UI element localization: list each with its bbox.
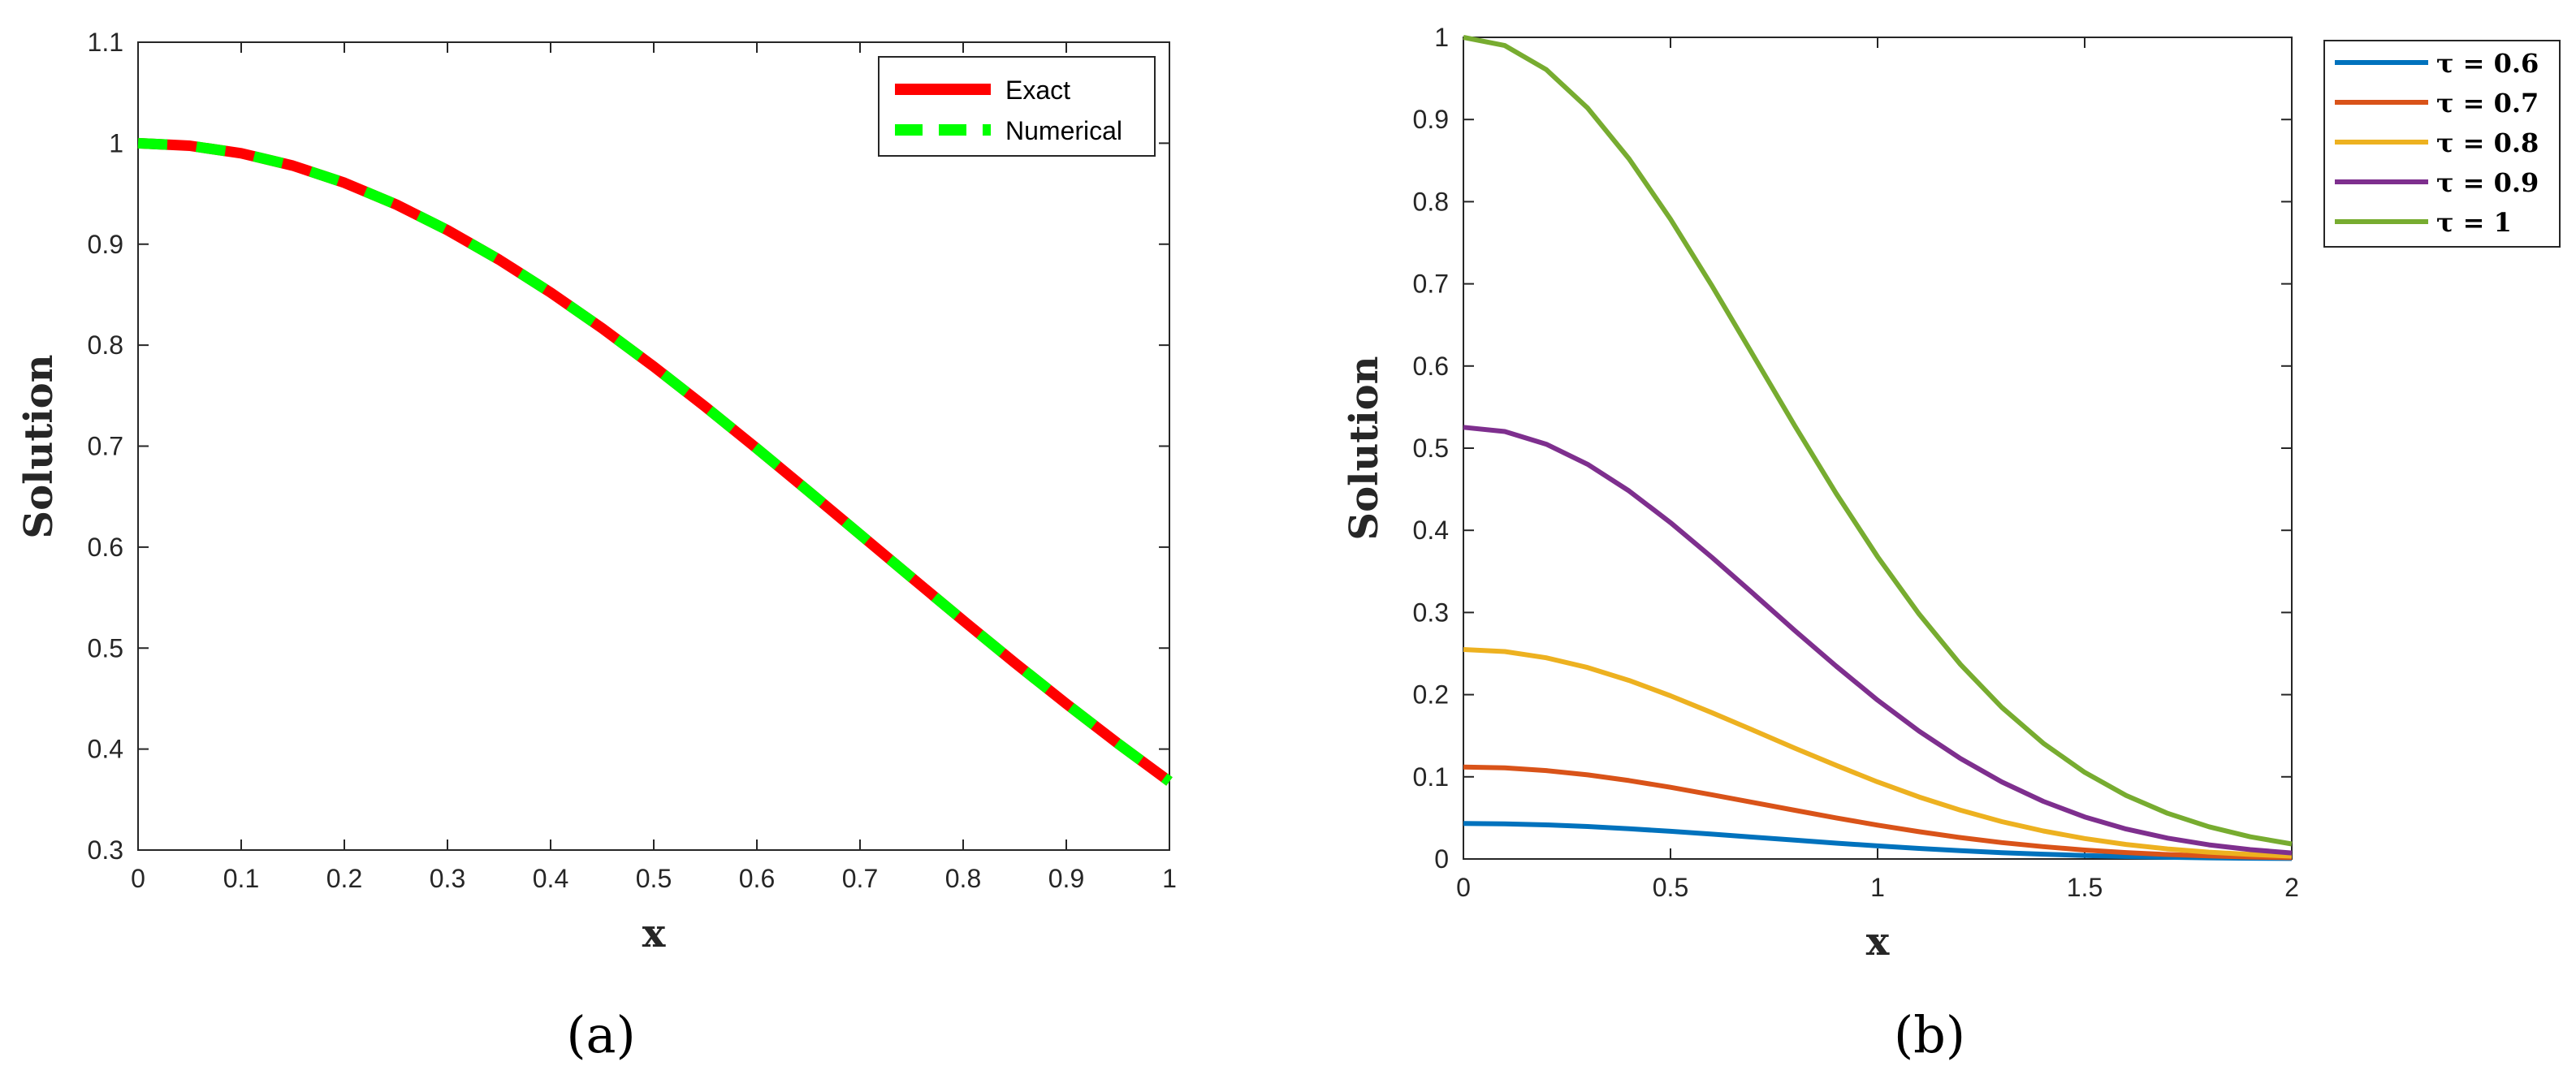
panel-b-caption: (b) bbox=[1894, 1005, 1965, 1064]
series-line-0-7 bbox=[1463, 764, 2293, 861]
panel-a-x-axis-label: x bbox=[642, 911, 666, 956]
panel-b-x-tick-label: 1.5 bbox=[2067, 873, 2103, 902]
panel-b: 0 0.5 1 1.5 2 00.10.20.30.40.50.60.70.80.91 … bbox=[1342, 23, 2561, 1064]
panel-a-legend-box bbox=[878, 56, 1156, 157]
panel-a-y-tick-label: 0.4 bbox=[88, 735, 123, 764]
panel-b-y-tick-label: 0.7 bbox=[1413, 270, 1449, 299]
panel-a-caption: (a) bbox=[566, 1005, 635, 1064]
panel-b-y-tick-label: 0.6 bbox=[1413, 352, 1449, 381]
panel-a-x-tick-label: 0.6 bbox=[739, 864, 775, 893]
panel-b-y-tick-label: 0.3 bbox=[1413, 598, 1449, 627]
panel-b-x-tick-label: 0 bbox=[1456, 873, 1471, 902]
panel-a-x-tick-label: 0.7 bbox=[842, 864, 878, 893]
panel-a-x-ticks: 0 0.1 0.2 0.3 0.4 0.5 0.6 0.7 0.8 0.9 1 bbox=[131, 42, 1177, 893]
panel-a-y-tick-label: 0.3 bbox=[88, 835, 123, 865]
legend-label-tau-0-9: τ = 0.9 bbox=[2436, 167, 2539, 198]
panel-b-y-axis-label: Solution bbox=[1342, 356, 1387, 540]
panel-a-y-tick-label: 0.5 bbox=[88, 633, 123, 663]
panel-b-x-tick-label: 1 bbox=[1870, 873, 1885, 902]
panel-a-y-tick-label: 0.8 bbox=[88, 330, 123, 360]
panel-a-x-tick-label: 0.5 bbox=[636, 864, 672, 893]
panel-b-y-tick-label: 0.2 bbox=[1413, 680, 1449, 710]
panel-a-y-tick-label: 1 bbox=[109, 128, 123, 158]
legend-label-tau-0-8: τ = 0.8 bbox=[2436, 127, 2539, 158]
legend-label-tau-0-7: τ = 0.7 bbox=[2436, 88, 2539, 119]
panel-a-y-ticks: 0.3 0.4 0.5 0.6 0.7 0.8 0.9 1 1.1 bbox=[88, 28, 1169, 865]
panel-b-x-tick-label: 0.5 bbox=[1653, 873, 1688, 902]
panel-a-legend: Exact Numerical bbox=[878, 56, 1156, 157]
panel-b-y-tick-label: 0.8 bbox=[1413, 187, 1449, 216]
series-line-0-8 bbox=[1463, 647, 2293, 859]
panel-b-series-lines bbox=[1463, 35, 2293, 861]
panel-a-y-tick-label: 1.1 bbox=[88, 28, 123, 57]
panel-a-y-tick-label: 0.9 bbox=[88, 230, 123, 259]
panel-b-legend: τ = 0.6 τ = 0.7 τ = 0.8 τ = 0.9 τ = 1 bbox=[2323, 40, 2561, 248]
panel-a-x-tick-label: 1 bbox=[1162, 864, 1177, 893]
series-line-numerical bbox=[137, 137, 1173, 786]
legend-label-tau-1: τ = 1 bbox=[2436, 207, 2512, 238]
panel-a: 0 0.1 0.2 0.3 0.4 0.5 0.6 0.7 0.8 0.9 1 0.30.40.50… bbox=[16, 28, 1177, 1064]
panel-a-x-tick-label: 0.4 bbox=[533, 864, 568, 893]
panel-a-x-tick-label: 0.3 bbox=[430, 864, 465, 893]
panel-a-x-tick-label: 0 bbox=[131, 864, 145, 893]
panel-b-plot-area bbox=[1463, 37, 2293, 860]
panel-b-y-tick-label: 0.1 bbox=[1413, 762, 1449, 792]
panel-b-x-ticks: 0 0.5 1 1.5 2 bbox=[1456, 37, 2299, 902]
panel-a-x-tick-label: 0.2 bbox=[326, 864, 362, 893]
panel-a-y-tick-label: 0.6 bbox=[88, 533, 123, 562]
series-line-0-9 bbox=[1463, 425, 2293, 856]
legend-label-tau-0-6: τ = 0.6 bbox=[2436, 48, 2539, 79]
panel-a-y-tick-label: 0.7 bbox=[88, 432, 123, 461]
panel-b-y-tick-label: 1 bbox=[1434, 23, 1449, 52]
panel-a-x-tick-label: 0.1 bbox=[223, 864, 259, 893]
panel-b-y-tick-label: 0.4 bbox=[1413, 516, 1449, 545]
panel-a-y-axis-label: Solution bbox=[16, 354, 62, 538]
panel-a-x-tick-label: 0.9 bbox=[1048, 864, 1084, 893]
panel-b-x-tick-label: 2 bbox=[2284, 873, 2299, 902]
panel-a-series-lines bbox=[137, 137, 1173, 786]
panel-b-y-tick-label: 0 bbox=[1434, 844, 1449, 874]
panel-b-y-tick-label: 0.9 bbox=[1413, 105, 1449, 134]
legend-label-exact: Exact bbox=[1005, 76, 1070, 105]
panel-b-x-axis-label: x bbox=[1866, 919, 1890, 965]
panel-b-y-tick-label: 0.5 bbox=[1413, 434, 1449, 463]
series-line-0-6 bbox=[1463, 821, 2293, 861]
legend-label-numerical: Numerical bbox=[1005, 116, 1122, 145]
series-line-1 bbox=[1463, 35, 2293, 847]
panel-a-x-tick-label: 0.8 bbox=[945, 864, 981, 893]
